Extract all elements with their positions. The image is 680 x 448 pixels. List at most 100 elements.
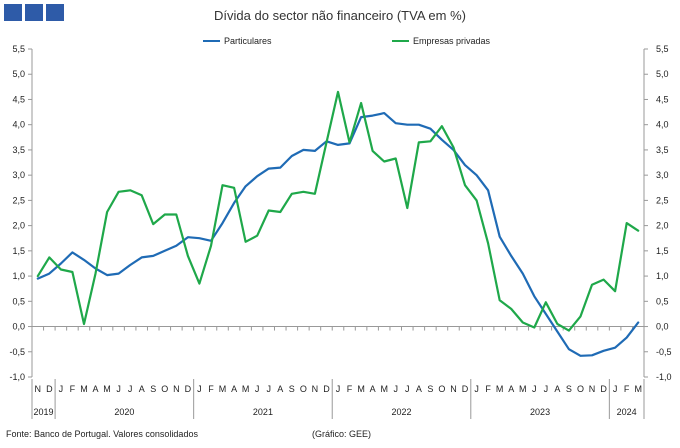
x-month-label: J [197,384,202,394]
logo-box [4,4,22,21]
x-year-label: 2022 [391,407,411,417]
y-tick-label-left: 4,5 [12,94,25,104]
x-month-label: J [544,384,549,394]
x-month-label: J [59,384,64,394]
y-tick-label-right: 4,0 [656,120,669,130]
x-month-label: A [277,384,283,394]
legend-label-particulares: Particulares [224,36,272,46]
x-month-label: O [438,384,445,394]
y-tick-label-right: 5,5 [656,44,669,54]
x-month-label: D [46,384,53,394]
logo [4,4,64,21]
y-tick-label-left: 1,0 [12,271,25,281]
x-month-label: J [474,384,479,394]
x-month-label: D [185,384,192,394]
x-month-label: M [357,384,365,394]
x-year-label: 2023 [530,407,550,417]
x-month-label: A [508,384,514,394]
x-month-label: J [116,384,121,394]
x-month-label: N [35,384,42,394]
x-month-label: S [566,384,572,394]
x-month-label: J [336,384,341,394]
y-tick-label-left: 1,5 [12,246,25,256]
y-tick-label-right: 4,5 [656,94,669,104]
x-month-label: N [173,384,180,394]
series-line-empresas-privadas [36,90,640,332]
x-month-label: N [589,384,596,394]
y-tick-label-left: -0,5 [9,347,25,357]
y-tick-label-right: 3,0 [656,170,669,180]
x-month-label: A [231,384,237,394]
y-tick-label-left: 5,5 [12,44,25,54]
y-tick-label-right: 2,0 [656,221,669,231]
y-tick-label-left: 3,5 [12,145,25,155]
y-tick-label-right: 5,0 [656,69,669,79]
x-month-label: O [161,384,168,394]
logo-box [46,4,64,21]
x-month-label: S [427,384,433,394]
x-year-label: 2024 [617,407,637,417]
legend-swatch-empresas [392,40,409,42]
x-month-label: J [128,384,133,394]
x-month-label: A [416,384,422,394]
x-month-label: O [300,384,307,394]
x-month-label: D [462,384,469,394]
x-year-label: 2021 [253,407,273,417]
x-month-label: J [405,384,410,394]
x-month-label: J [532,384,537,394]
x-month-label: J [613,384,618,394]
x-month-label: A [139,384,145,394]
y-tick-label-left: 3,0 [12,170,25,180]
x-month-label: F [485,384,491,394]
y-tick-label-right: -0,5 [656,347,672,357]
source-note: Fonte: Banco de Portugal. Valores consol… [6,429,198,439]
chart-legend: Particulares Empresas privadas [0,36,680,50]
chart-title: Dívida do sector não financeiro (TVA em … [214,8,466,23]
x-month-label: M [242,384,250,394]
series-line-particulares [36,111,640,357]
x-year-label: 2019 [34,407,54,417]
x-month-label: M [103,384,111,394]
x-year-label: 2020 [114,407,134,417]
y-tick-label-left: 5,0 [12,69,25,79]
y-tick-label-right: -1,0 [656,372,672,382]
legend-item-particulares: Particulares [203,36,272,46]
y-tick-label-right: 2,5 [656,195,669,205]
y-tick-label-left: 2,0 [12,221,25,231]
y-tick-label-left: 0,5 [12,296,25,306]
y-tick-label-left: 2,5 [12,195,25,205]
legend-item-empresas: Empresas privadas [392,36,490,46]
x-month-label: D [600,384,607,394]
x-month-label: A [370,384,376,394]
x-month-label: O [577,384,584,394]
x-month-label: M [519,384,527,394]
y-tick-label-left: -1,0 [9,372,25,382]
y-tick-label-right: 1,0 [656,271,669,281]
x-month-label: F [208,384,214,394]
x-month-label: M [219,384,227,394]
y-tick-label-left: 4,0 [12,120,25,130]
legend-swatch-particulares [203,40,220,42]
x-month-label: S [289,384,295,394]
x-month-label: A [93,384,99,394]
x-month-label: J [393,384,398,394]
y-tick-label-right: 3,5 [656,145,669,155]
legend-label-empresas: Empresas privadas [413,36,491,46]
x-month-label: J [255,384,260,394]
x-month-label: F [70,384,76,394]
x-month-label: F [347,384,353,394]
x-month-label: J [266,384,271,394]
x-month-label: A [554,384,560,394]
x-month-label: M [80,384,88,394]
credit-note: (Gráfico: GEE) [312,429,372,439]
logo-box [25,4,43,21]
x-month-label: S [150,384,156,394]
y-tick-label-right: 0,0 [656,322,669,332]
y-tick-label-left: 0,0 [12,322,25,332]
x-month-label: D [323,384,330,394]
x-month-label: M [380,384,388,394]
y-tick-label-right: 0,5 [656,296,669,306]
x-month-label: M [496,384,504,394]
x-month-label: N [450,384,457,394]
